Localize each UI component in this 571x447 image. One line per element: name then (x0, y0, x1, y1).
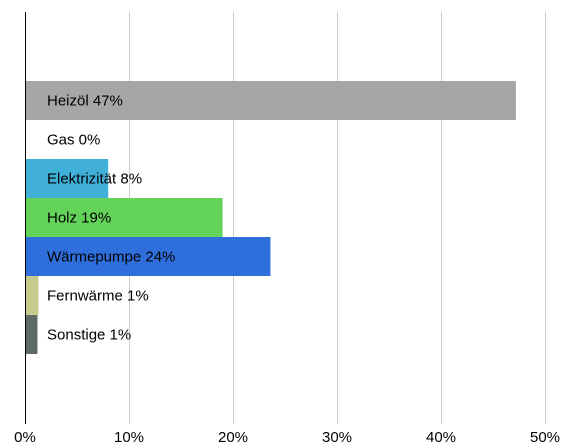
x-tick-label-10: 10% (114, 429, 144, 446)
x-tick-label-50: 50% (530, 429, 560, 446)
x-tick-label-0: 0% (14, 429, 36, 446)
bar-label-fernwärme: Fernwärme 1% (47, 288, 149, 305)
bar-label-heizöl: Heizöl 47% (47, 93, 123, 110)
x-tick-label-20: 20% (218, 429, 248, 446)
bar-label-sonstige: Sonstige 1% (47, 327, 131, 344)
bar-label-elektrizität: Elektrizität 8% (47, 171, 142, 188)
bar-elektrizität (25, 159, 109, 198)
bar-label-holz: Holz 19% (47, 210, 111, 227)
x-tick-label-40: 40% (426, 429, 456, 446)
bar-label-wärmepumpe: Wärmepumpe 24% (47, 249, 175, 266)
bar-label-gas: Gas 0% (47, 132, 100, 149)
bar-sonstige (25, 315, 38, 354)
bar-heizöl (25, 81, 516, 120)
bar-fernwärme (25, 276, 39, 315)
x-tick-label-30: 30% (322, 429, 352, 446)
bar-wärmepumpe (25, 237, 271, 276)
bar-holz (25, 198, 223, 237)
